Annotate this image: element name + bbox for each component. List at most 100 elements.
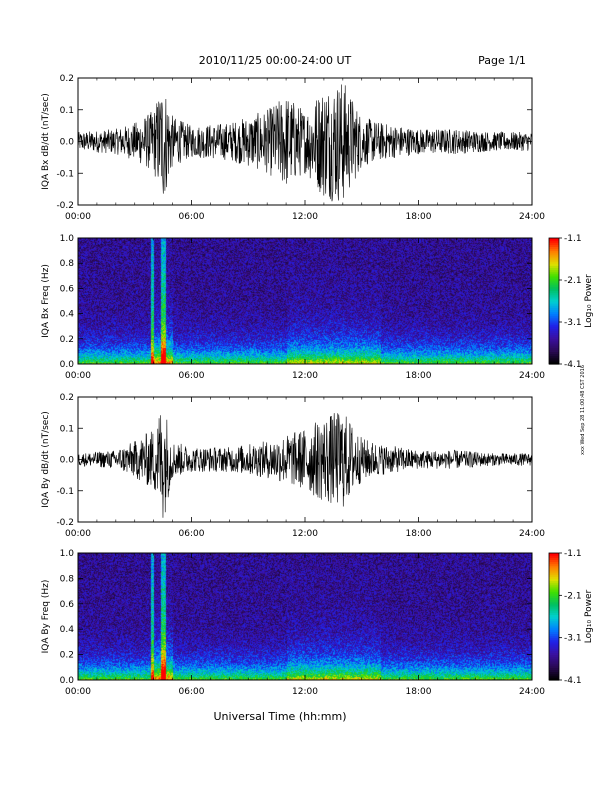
colorbar: -4.1 -3.1 -2.1 -1.1 Log₁₀ Power — [548, 234, 594, 370]
colorbar-segment — [549, 282, 559, 285]
colorbar-tick-label: -2.1 — [564, 591, 582, 601]
colorbar-segment — [549, 633, 559, 637]
colorbar-segment — [549, 238, 559, 241]
y-tick-label: -0.1 — [56, 487, 74, 497]
colorbar-segment — [549, 273, 559, 277]
colorbar-tick-label: -2.1 — [564, 276, 582, 286]
colorbar-tick-label: -1.1 — [564, 234, 582, 244]
panel-3: -0.2 -0.1 0.0 0.1 0.2 00:00 06:00 12:00 18:00 24:… — [41, 393, 545, 539]
colorbar-label: Log₁₀ Power — [584, 274, 594, 328]
colorbar-frame — [548, 552, 560, 681]
x-tick-label: 12:00 — [292, 371, 318, 381]
colorbar-segment — [549, 305, 559, 308]
colorbar-segment — [549, 355, 559, 359]
colorbar-segment — [549, 629, 559, 632]
colorbar-segment — [549, 644, 559, 647]
colorbar-segment — [549, 288, 559, 292]
figure-title: 2010/11/25 00:00-24:00 UT — [199, 54, 352, 67]
colorbar-tick-label: -4.1 — [564, 676, 582, 686]
colorbar-segment — [549, 315, 559, 319]
x-tick-label: 06:00 — [179, 212, 205, 222]
x-tick-label: 06:00 — [179, 371, 205, 381]
colorbar-segment — [549, 275, 559, 279]
colorbar-segment — [549, 656, 559, 660]
colorbar-segment — [549, 326, 559, 329]
y-tick-label: -0.1 — [56, 169, 74, 179]
colorbar-segment — [549, 646, 559, 649]
y-tick-label: 1.0 — [60, 234, 75, 244]
colorbar-segment — [549, 667, 559, 671]
colorbar-segment — [549, 599, 559, 603]
colorbar-segment — [549, 616, 559, 620]
colorbar-segment — [549, 324, 559, 327]
y-tick-label: 0.8 — [60, 259, 75, 269]
y-tick-label: 0.4 — [60, 310, 75, 320]
panels: -0.2 -0.1 0.0 0.1 0.2 00:00 06:00 12:00 18:00 24:… — [41, 74, 594, 697]
colorbar-segment — [549, 240, 559, 243]
colorbar-segment — [549, 349, 559, 352]
x-tick-label: 00:00 — [65, 371, 91, 381]
colorbar-segment — [549, 610, 559, 613]
y-tick-label: 0.6 — [60, 600, 75, 610]
colorbar-segment — [549, 595, 559, 599]
colorbar-segment — [549, 663, 559, 666]
colorbar-segment — [549, 307, 559, 310]
y-tick-label: 0.8 — [60, 574, 75, 584]
colorbar-segment — [549, 286, 559, 289]
colorbar-segment — [549, 359, 559, 363]
colorbar-segment — [549, 658, 559, 662]
colorbar-segment — [549, 290, 559, 294]
x-tick-label: 12:00 — [292, 529, 318, 539]
y-tick-label: -0.2 — [56, 518, 74, 528]
colorbar-segment — [549, 582, 559, 586]
y-tick-label: 0.2 — [60, 651, 74, 661]
colorbar-segment — [549, 248, 559, 252]
colorbar-segment — [549, 597, 559, 601]
colorbar-segment — [549, 244, 559, 247]
colorbar-segment — [549, 267, 559, 271]
x-tick-label: 18:00 — [406, 212, 432, 222]
colorbar-segment — [549, 586, 559, 590]
colorbar-segment — [549, 292, 559, 296]
colorbar-segment — [549, 673, 559, 677]
colorbar-segment — [549, 256, 559, 260]
spectrogram-image — [78, 238, 532, 364]
panel-2: -4.1 -3.1 -2.1 -1.1 Log₁₀ Power 0.0 0.2 0.4 0.6 0… — [41, 234, 594, 381]
colorbar-tick-label: -3.1 — [564, 634, 582, 644]
colorbar-segment — [549, 317, 559, 321]
colorbar-segment — [549, 578, 559, 582]
colorbar-segment — [549, 654, 559, 658]
x-tick-label: 18:00 — [406, 371, 432, 381]
y-tick-label: -0.2 — [56, 201, 74, 211]
colorbar-segment — [549, 246, 559, 250]
y-tick-label: 1.0 — [60, 549, 75, 559]
colorbar-segment — [549, 347, 559, 350]
colorbar-segment — [549, 252, 559, 256]
colorbar-segment — [549, 671, 559, 675]
x-tick-label: 24:00 — [519, 212, 545, 222]
colorbar-segment — [549, 334, 559, 338]
colorbar-segment — [549, 332, 559, 336]
colorbar-segment — [549, 557, 559, 560]
colorbar-segment — [549, 618, 559, 622]
colorbar-segment — [549, 576, 559, 579]
x-tick-label: 24:00 — [519, 529, 545, 539]
colorbar-segment — [549, 622, 559, 626]
colorbar-segment — [549, 565, 559, 569]
x-tick-label: 18:00 — [406, 687, 432, 697]
colorbar-segment — [549, 624, 559, 628]
y-tick-label: 0.0 — [60, 676, 75, 686]
y-tick-label: 0.0 — [60, 360, 75, 370]
colorbar-segment — [549, 254, 559, 258]
y-tick-label: 0.0 — [60, 456, 75, 466]
colorbar-segment — [549, 298, 559, 302]
x-tick-label: 06:00 — [179, 687, 205, 697]
colorbar-segment — [549, 259, 559, 262]
colorbar-tick-label: -3.1 — [564, 318, 582, 328]
colorbar-segment — [549, 309, 559, 313]
colorbar-segment — [549, 593, 559, 596]
colorbar-segment — [549, 669, 559, 673]
colorbar-segment — [549, 637, 559, 641]
x-tick-label: 24:00 — [519, 371, 545, 381]
